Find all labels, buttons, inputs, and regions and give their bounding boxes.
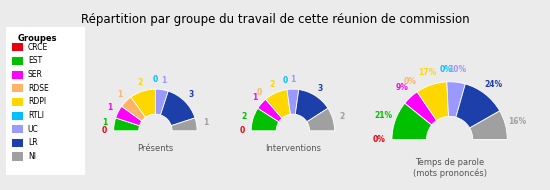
Text: 0: 0 bbox=[283, 76, 288, 85]
Wedge shape bbox=[447, 82, 465, 117]
Text: Groupes: Groupes bbox=[18, 34, 57, 43]
Wedge shape bbox=[171, 118, 197, 131]
Wedge shape bbox=[266, 89, 290, 118]
Bar bbox=[12, 139, 23, 147]
Wedge shape bbox=[307, 108, 334, 131]
Bar bbox=[12, 98, 23, 106]
Text: Temps de parole
(mots prononcés): Temps de parole (mots prononcés) bbox=[412, 158, 487, 178]
Wedge shape bbox=[417, 82, 448, 120]
Text: 3: 3 bbox=[189, 90, 194, 99]
Text: 2: 2 bbox=[137, 78, 142, 87]
Text: 2: 2 bbox=[339, 112, 344, 121]
Text: UC: UC bbox=[28, 125, 38, 134]
Text: 1: 1 bbox=[117, 90, 122, 99]
FancyBboxPatch shape bbox=[4, 24, 87, 178]
Text: 1: 1 bbox=[161, 76, 166, 85]
Wedge shape bbox=[122, 97, 146, 121]
Wedge shape bbox=[251, 108, 279, 131]
Text: 24%: 24% bbox=[484, 80, 502, 89]
Wedge shape bbox=[161, 91, 195, 126]
Text: NI: NI bbox=[28, 152, 36, 161]
Bar bbox=[12, 71, 23, 79]
Text: 0%: 0% bbox=[404, 77, 416, 86]
Text: RTLI: RTLI bbox=[28, 111, 44, 120]
Text: 0%: 0% bbox=[440, 65, 453, 74]
Text: RDPI: RDPI bbox=[28, 97, 46, 106]
Text: 1: 1 bbox=[252, 93, 257, 102]
Wedge shape bbox=[258, 99, 282, 122]
Bar bbox=[12, 125, 23, 133]
Text: 9%: 9% bbox=[395, 83, 408, 92]
Wedge shape bbox=[131, 89, 155, 117]
Bar bbox=[12, 152, 23, 161]
Wedge shape bbox=[155, 89, 168, 115]
Text: Présents: Présents bbox=[138, 144, 173, 153]
Wedge shape bbox=[114, 118, 140, 131]
Text: 2: 2 bbox=[269, 80, 274, 89]
Text: Répartition par groupe du travail de cette réunion de commission: Répartition par groupe du travail de cet… bbox=[81, 13, 469, 26]
Text: 1: 1 bbox=[203, 118, 208, 127]
Bar bbox=[12, 84, 23, 92]
Wedge shape bbox=[295, 89, 328, 122]
Text: 10%: 10% bbox=[448, 65, 466, 74]
Text: 0: 0 bbox=[102, 126, 107, 135]
Text: CRCE: CRCE bbox=[28, 43, 48, 52]
Text: RDSE: RDSE bbox=[28, 84, 48, 93]
Text: 21%: 21% bbox=[374, 112, 392, 120]
Wedge shape bbox=[470, 111, 507, 139]
Text: SER: SER bbox=[28, 70, 43, 79]
Text: 0: 0 bbox=[153, 75, 158, 84]
Wedge shape bbox=[405, 92, 437, 125]
Text: 1: 1 bbox=[107, 103, 113, 112]
Text: LR: LR bbox=[28, 138, 37, 147]
Wedge shape bbox=[287, 89, 299, 114]
Wedge shape bbox=[392, 103, 432, 139]
Bar bbox=[12, 57, 23, 65]
Text: 1: 1 bbox=[102, 118, 108, 127]
Bar bbox=[12, 112, 23, 120]
Text: 3: 3 bbox=[318, 84, 323, 93]
Text: 16%: 16% bbox=[509, 117, 527, 126]
Wedge shape bbox=[456, 84, 500, 128]
Text: 1: 1 bbox=[290, 75, 295, 84]
Wedge shape bbox=[116, 106, 142, 126]
Text: EST: EST bbox=[28, 56, 42, 66]
Bar bbox=[12, 43, 23, 51]
Text: 0: 0 bbox=[239, 126, 245, 135]
Text: 0%: 0% bbox=[373, 135, 386, 144]
Text: 0: 0 bbox=[257, 88, 262, 97]
Text: 2: 2 bbox=[241, 112, 247, 121]
Text: Interventions: Interventions bbox=[265, 144, 321, 153]
Text: 17%: 17% bbox=[418, 68, 436, 77]
